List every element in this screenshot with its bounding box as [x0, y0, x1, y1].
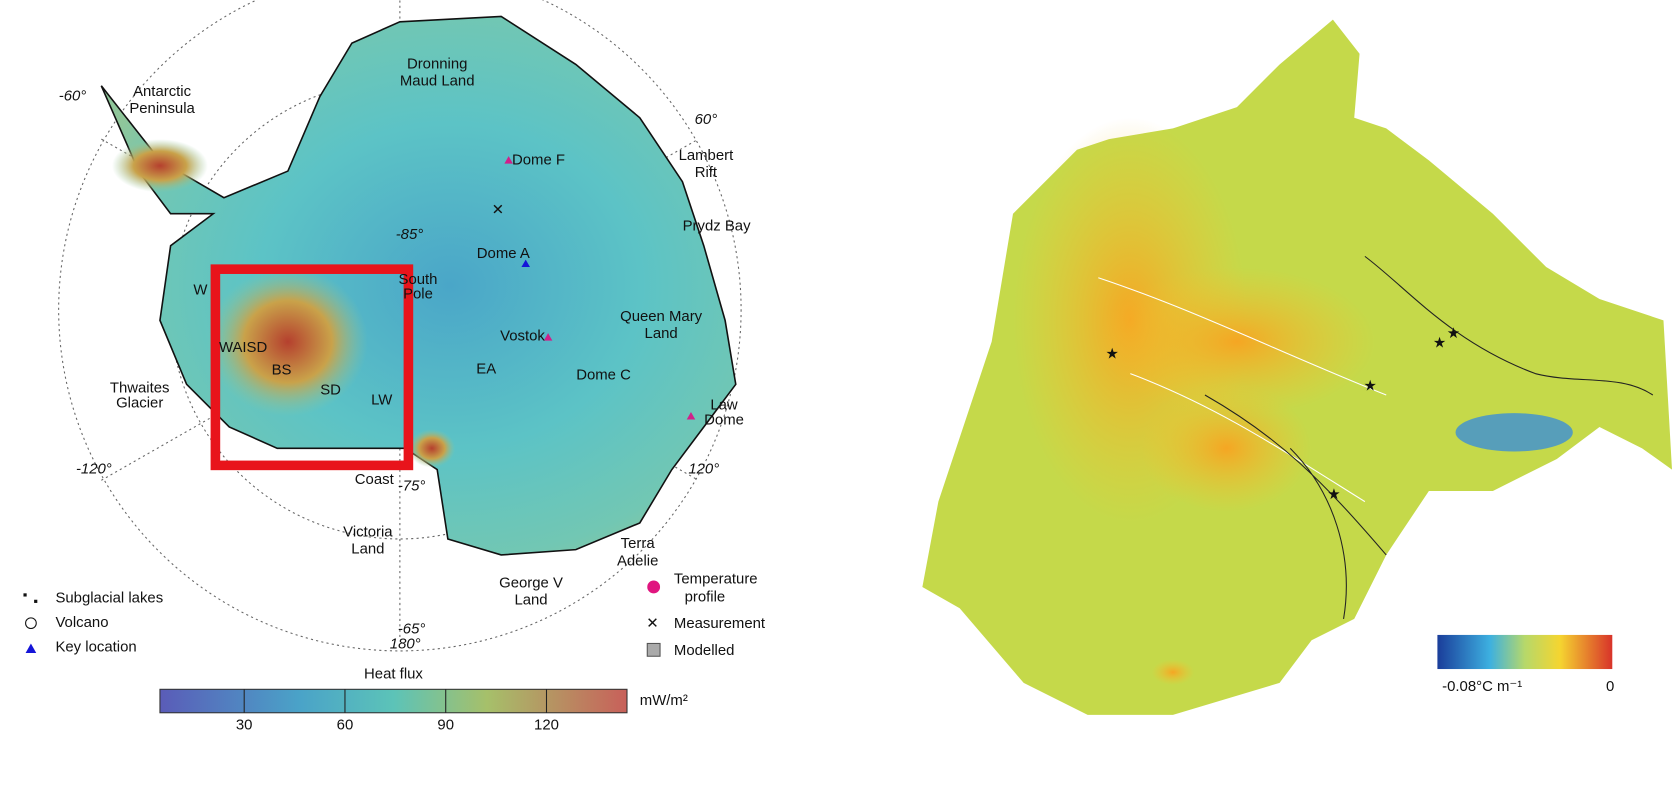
heat-anomaly [111, 139, 208, 193]
heat-anomaly [207, 267, 368, 417]
highlight-box [210, 264, 414, 471]
colorbar [159, 688, 628, 714]
place-label: Rift [695, 164, 718, 181]
legend: ✕ Subglacial lakes Volcano Key location Tem… [23, 570, 766, 659]
place-label: Dome [704, 412, 744, 429]
place-label: Dome F [512, 151, 565, 168]
place-label: Land [514, 592, 547, 609]
graticule-label: 120° [688, 461, 719, 478]
graticule-label: -85° [396, 226, 424, 243]
place-label: Maud Land [400, 72, 475, 89]
colorbar [1437, 634, 1613, 670]
place-label: Land [351, 541, 384, 558]
colorbar-unit: mW/m² [640, 692, 688, 709]
legend-label: Temperature [674, 570, 758, 587]
place-label: Lambert [679, 147, 735, 164]
place-label: Thwaites [110, 380, 170, 397]
place-label: Land [645, 325, 678, 342]
cold-area [1455, 413, 1573, 452]
colorbar-min-label: -0.08°C m⁻¹ [1442, 678, 1522, 695]
legend-symbol [34, 599, 38, 603]
left-map: ✕ [58, 0, 742, 652]
place-label: Pole [403, 286, 433, 303]
legend-label: Key location [55, 639, 136, 656]
place-label: Vostok [500, 327, 545, 344]
legend-symbol [647, 580, 661, 594]
legend-label: Measurement [674, 615, 766, 632]
contour [1204, 255, 1654, 620]
warm-area [1151, 659, 1195, 686]
legend-symbol [25, 643, 37, 654]
graticule [58, 0, 742, 652]
contour [1098, 277, 1387, 503]
graticule-label: 180° [390, 635, 421, 652]
place-label: Glacier [116, 394, 163, 411]
place-label: Prydz Bay [683, 217, 751, 234]
place-label: Dome A [477, 245, 530, 262]
place-label: Terra [621, 535, 656, 552]
legend-symbol [23, 593, 27, 597]
warm-area [1140, 384, 1312, 513]
graticule-label: 60° [695, 111, 718, 128]
star: ★ [1447, 325, 1460, 342]
marker [504, 156, 513, 164]
place-label: Law [710, 397, 738, 414]
colorbar-tick-label: 60 [337, 716, 354, 733]
place-label: WAISD [219, 339, 268, 356]
star: ★ [1105, 345, 1118, 362]
place-label: Peninsula [129, 100, 195, 117]
graticule-label: -60° [59, 87, 87, 104]
star: ★ [1327, 486, 1340, 503]
heat-flux-colorbar: Heat flux mW/m² 30 60 90 120 [159, 665, 688, 733]
place-label: Coast [355, 471, 395, 488]
place-label: Adelie [617, 552, 658, 569]
marker [686, 412, 696, 420]
place-label: W [193, 281, 208, 298]
place-label: EA [476, 360, 496, 377]
place-label: LW [371, 391, 393, 408]
colorbar-tick-label: 90 [437, 716, 454, 733]
place-label: Antarctic [133, 83, 192, 100]
legend-symbol: ✕ [646, 615, 659, 632]
legend-symbol [25, 617, 37, 630]
legend-symbol [646, 642, 661, 657]
place-label: Victoria [343, 523, 393, 540]
measurement-mark: ✕ [492, 201, 504, 218]
place-label: Dronning [407, 55, 468, 72]
colorbar-max-label: 0 [1606, 678, 1614, 695]
right-map: ★ ★ ★ ★ ★ -0.08°C m⁻¹ 0 [922, 19, 1672, 715]
place-label: SD [320, 382, 341, 399]
place-label: Queen Mary [620, 308, 703, 325]
place-label: BS [272, 361, 292, 378]
place-label: George V [499, 575, 563, 592]
place-label: Dome C [576, 367, 631, 384]
star: ★ [1433, 335, 1446, 352]
heat-anomaly [408, 429, 456, 468]
colorbar-tick-label: 120 [534, 716, 559, 733]
continent [100, 15, 737, 556]
legend-label: Volcano [55, 614, 108, 631]
star: ★ [1364, 377, 1377, 394]
marker [521, 259, 530, 268]
legend-label: Modelled [674, 642, 734, 659]
warm-area [1098, 267, 1376, 417]
legend-label: profile [685, 589, 726, 606]
marker [543, 333, 553, 341]
graticule-label: -75° [398, 478, 426, 495]
graticule-label: -120° [76, 461, 112, 478]
colorbar-title: Heat flux [364, 665, 423, 682]
place-label: South [399, 271, 438, 288]
legend-label: Subglacial lakes [55, 590, 163, 607]
colorbar-tick-label: 30 [236, 716, 253, 733]
graticule-label: -65° [398, 621, 426, 638]
